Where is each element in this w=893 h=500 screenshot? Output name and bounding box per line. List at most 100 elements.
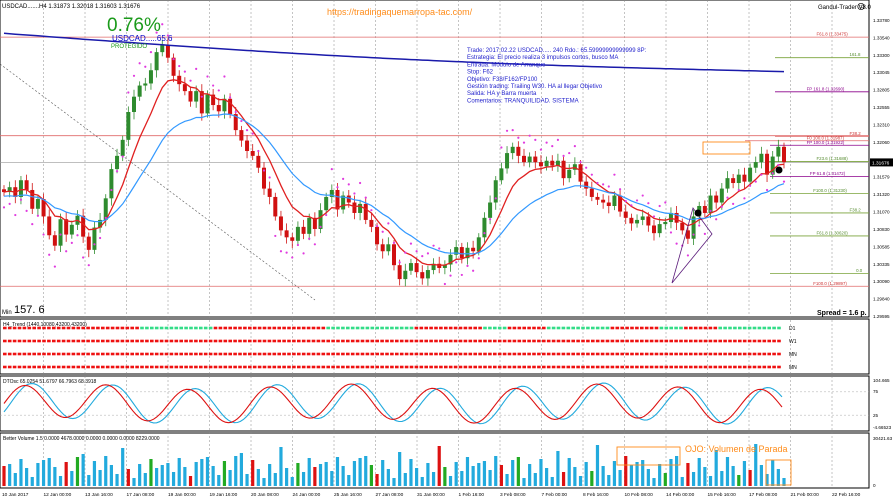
candle-body bbox=[363, 203, 368, 220]
price-tick-label: 1.32310 bbox=[873, 122, 890, 127]
trend-dot bbox=[767, 352, 771, 356]
candle-body bbox=[52, 235, 57, 246]
trend-dot bbox=[179, 326, 183, 330]
trend-dot bbox=[52, 326, 56, 330]
trend-dot bbox=[708, 352, 713, 356]
volume-bar bbox=[573, 467, 577, 486]
trend-dot bbox=[120, 365, 125, 369]
trend-dot bbox=[47, 352, 51, 356]
psar-dot bbox=[658, 204, 661, 208]
trend-dot bbox=[468, 352, 473, 356]
trend-dot bbox=[605, 352, 610, 356]
trend-dot bbox=[542, 326, 546, 330]
psar-dot bbox=[375, 225, 379, 228]
trend-dot bbox=[693, 326, 698, 330]
volume-bar bbox=[381, 460, 385, 486]
trend-dot bbox=[301, 326, 306, 330]
trend-dot bbox=[331, 352, 335, 356]
trend-dot bbox=[37, 352, 41, 356]
trend-dot bbox=[434, 326, 438, 330]
candle-body bbox=[329, 189, 334, 197]
trend-dot bbox=[693, 339, 698, 343]
trend-dot bbox=[434, 352, 438, 356]
trend-dot bbox=[586, 365, 590, 369]
volume-bar bbox=[420, 477, 424, 486]
trend-dot bbox=[130, 339, 134, 343]
trend-dot bbox=[223, 365, 228, 369]
trend-dot bbox=[473, 365, 477, 369]
trend-dot bbox=[262, 326, 267, 330]
trend-dot bbox=[448, 326, 453, 330]
volume-bar bbox=[646, 469, 650, 486]
trend-dot bbox=[537, 326, 541, 330]
trend-dot bbox=[27, 365, 32, 369]
candle-body bbox=[58, 219, 63, 246]
trend-dot bbox=[537, 365, 541, 369]
candle-body bbox=[30, 189, 35, 209]
psar-dot bbox=[19, 198, 23, 201]
trend-dot bbox=[728, 326, 732, 330]
dtosc-panel[interactable] bbox=[0, 375, 870, 432]
psar-dot bbox=[568, 151, 571, 155]
trend-dot bbox=[115, 339, 120, 343]
volume-box bbox=[616, 446, 681, 466]
trend-dot bbox=[395, 365, 399, 369]
trend-dot bbox=[522, 365, 526, 369]
trend-row-label: MN bbox=[789, 352, 797, 358]
trend-dot bbox=[301, 352, 306, 356]
trade-note-line: Objetivo: F38/F162/FP100 bbox=[467, 77, 538, 83]
candle-body bbox=[776, 146, 781, 157]
trend-dot bbox=[7, 365, 12, 369]
volume-bar bbox=[680, 477, 684, 486]
volume-bar bbox=[341, 466, 345, 486]
volume-bar bbox=[398, 452, 402, 486]
volume-bar bbox=[635, 462, 639, 486]
trend-dot bbox=[282, 339, 286, 343]
trend-dot bbox=[326, 326, 330, 330]
trend-dot bbox=[292, 339, 296, 343]
psar-dot bbox=[183, 70, 186, 73]
trend-dot bbox=[767, 339, 771, 343]
candle-body bbox=[397, 265, 402, 280]
volume-bar bbox=[731, 466, 735, 486]
volume-bar bbox=[567, 458, 571, 486]
trend-dot bbox=[120, 339, 125, 343]
psar-dot bbox=[483, 232, 486, 235]
psar-dot bbox=[748, 184, 752, 187]
candle-body bbox=[465, 247, 470, 259]
trend-dot bbox=[517, 326, 522, 330]
candle-body bbox=[324, 196, 329, 211]
trend-dot bbox=[341, 339, 345, 343]
watermark-url[interactable]: https://tradingaquemarropa-tac.com/ bbox=[327, 7, 473, 17]
candle-body bbox=[691, 216, 696, 239]
trend-dot bbox=[66, 352, 71, 356]
trend-dot bbox=[728, 352, 732, 356]
trend-dot bbox=[199, 339, 203, 343]
price-tick-label: 1.31070 bbox=[873, 210, 890, 215]
trend-dot bbox=[76, 365, 81, 369]
candle-body bbox=[177, 75, 182, 85]
psar-dot bbox=[8, 202, 11, 206]
trend-dot bbox=[390, 339, 394, 343]
trend-dot bbox=[752, 365, 757, 369]
trend-dot bbox=[248, 326, 252, 330]
fib-label: F100.0 (1.31230) bbox=[813, 188, 847, 193]
volume-bar bbox=[126, 469, 130, 486]
candle-body bbox=[652, 225, 656, 234]
psar-dot bbox=[93, 243, 96, 246]
trend-dot bbox=[537, 339, 541, 343]
trend-dot bbox=[527, 339, 531, 343]
trend-dot bbox=[649, 326, 654, 330]
trend-dot bbox=[42, 365, 46, 369]
trend-dot bbox=[718, 326, 722, 330]
candle-body bbox=[69, 224, 74, 235]
trend-dot bbox=[576, 352, 580, 356]
trend-dot bbox=[135, 365, 139, 369]
candle-body bbox=[188, 91, 193, 102]
candle-body bbox=[250, 150, 255, 156]
trend-dot bbox=[576, 326, 580, 330]
time-tick-label: 13 Jan 16:00 bbox=[85, 492, 113, 498]
trend-dot bbox=[581, 365, 585, 369]
psar-dot bbox=[223, 75, 226, 78]
